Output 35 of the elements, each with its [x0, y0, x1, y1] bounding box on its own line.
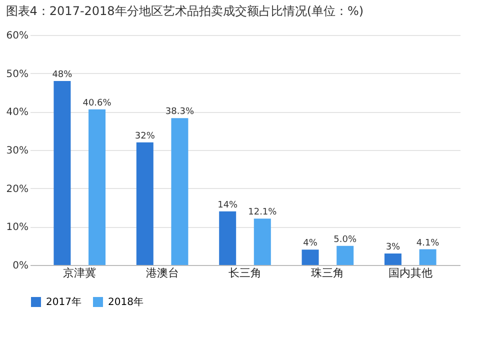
y-tick-label: 20% — [6, 184, 28, 195]
y-tick-label: 30% — [6, 146, 28, 156]
data-label: 5.0% — [334, 234, 357, 245]
legend-label: 2018年 — [108, 296, 144, 308]
x-tick-label: 京津冀 — [63, 266, 96, 280]
data-label: 14% — [218, 200, 238, 210]
bar — [384, 254, 402, 265]
data-label: 12.1% — [248, 208, 278, 218]
data-label: 4% — [303, 238, 318, 249]
legend-label: 2017年 — [46, 296, 82, 308]
data-label: 3% — [386, 242, 401, 252]
data-label: 4.1% — [416, 238, 440, 248]
chart-title: 图表4：2017-2018年分地区艺术品拍卖成交额占比情况(单位：%) — [6, 4, 364, 18]
x-tick-label: 珠三角 — [311, 266, 344, 280]
y-tick-label: 40% — [6, 107, 28, 118]
x-tick-label: 国内其他 — [388, 266, 432, 280]
x-tick-label: 港澳台 — [146, 266, 179, 280]
bar — [171, 118, 188, 265]
bar — [136, 142, 154, 265]
data-label: 38.3% — [165, 107, 194, 118]
bar — [88, 109, 106, 265]
data-label: 40.6% — [82, 98, 112, 108]
y-tick-label: 50% — [6, 68, 28, 80]
bar — [419, 249, 436, 265]
data-label: 32% — [134, 131, 156, 142]
y-tick-label: 10% — [6, 222, 28, 234]
data-label: 48% — [52, 70, 73, 80]
bar — [336, 246, 354, 265]
bar — [219, 211, 236, 265]
y-tick-label: 60% — [6, 30, 28, 42]
bar — [54, 81, 71, 265]
bar — [302, 250, 319, 265]
x-tick-label: 长三角 — [228, 266, 262, 280]
bar — [254, 218, 271, 265]
y-tick-label: 0% — [12, 260, 28, 272]
